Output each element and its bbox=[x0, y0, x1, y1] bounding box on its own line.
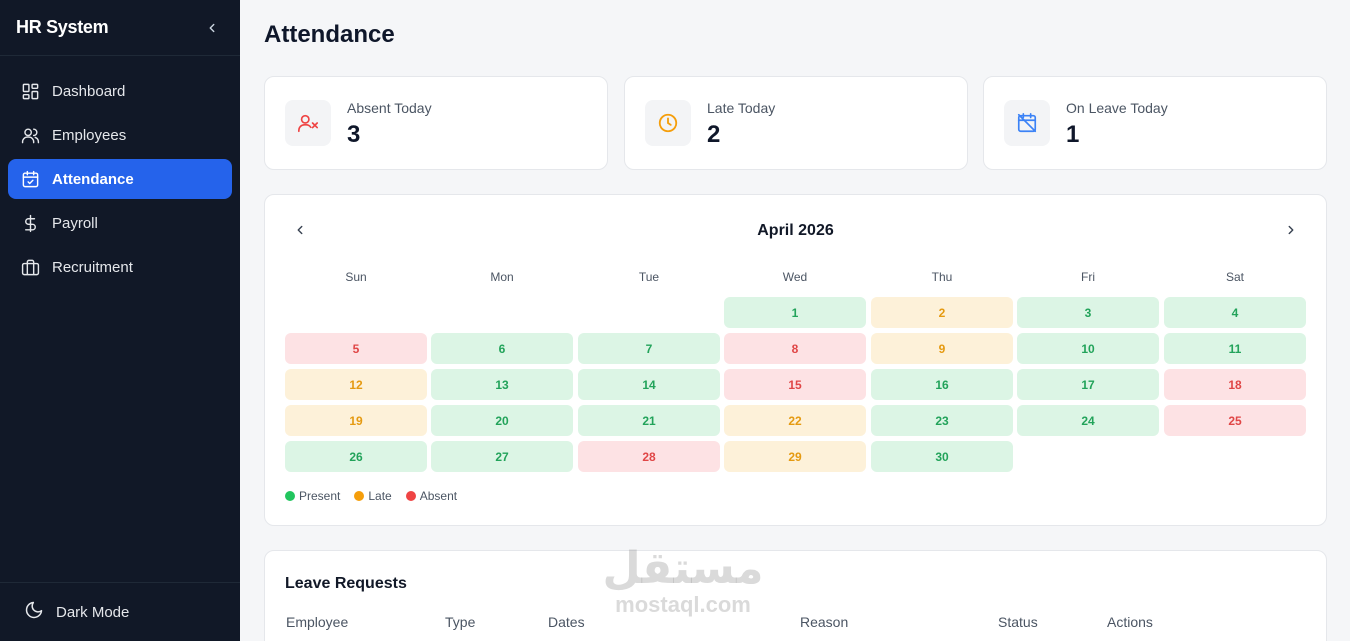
leave-requests-title: Leave Requests bbox=[285, 575, 407, 592]
weekday-header: Sun bbox=[345, 270, 367, 284]
dark-mode-label: Dark Mode bbox=[56, 603, 130, 621]
calendar-off-icon bbox=[1004, 100, 1050, 146]
sidebar-item-label: Payroll bbox=[52, 214, 98, 232]
stat-value: 1 bbox=[1066, 121, 1080, 148]
calendar-day-late[interactable]: 29 bbox=[724, 441, 866, 472]
sidebar-nav: Dashboard Employees Attendance Payroll R… bbox=[0, 56, 240, 287]
weekday-header: Tue bbox=[638, 270, 660, 284]
column-header-reason: Reason bbox=[800, 614, 849, 630]
legend-label: Absent bbox=[419, 489, 458, 503]
stat-card-late: Late Today 2 bbox=[624, 76, 968, 170]
calendar-month-title: April 2026 bbox=[757, 222, 834, 239]
calendar-day-absent[interactable]: 15 bbox=[724, 369, 866, 400]
calendar-day-present[interactable]: 3 bbox=[1017, 297, 1159, 328]
calendar-day-late[interactable]: 22 bbox=[724, 405, 866, 436]
legend-label: Present bbox=[299, 489, 341, 503]
legend-dot bbox=[354, 491, 365, 501]
stat-card-absent: Absent Today 3 bbox=[264, 76, 608, 170]
sidebar-item-payroll[interactable]: Payroll bbox=[8, 203, 232, 243]
calendar-day-present[interactable]: 20 bbox=[431, 405, 573, 436]
column-header-employee: Employee bbox=[286, 614, 349, 630]
main-content: Attendance Absent Today 3 Late Today 2 O… bbox=[240, 0, 1350, 641]
calendar-day-late[interactable]: 9 bbox=[871, 333, 1013, 364]
calendar-day-present[interactable]: 10 bbox=[1017, 333, 1159, 364]
calendar-day-present[interactable]: 24 bbox=[1017, 405, 1159, 436]
calendar-day-late[interactable]: 2 bbox=[871, 297, 1013, 328]
calendar-day-present[interactable]: 13 bbox=[431, 369, 573, 400]
collapse-sidebar-button[interactable] bbox=[202, 18, 222, 38]
chevron-right-icon bbox=[1288, 225, 1294, 235]
calendar-check-icon bbox=[20, 169, 40, 189]
calendar-day-present[interactable]: 1 bbox=[724, 297, 866, 328]
sidebar-item-label: Attendance bbox=[52, 170, 134, 188]
legend-label: Late bbox=[368, 489, 392, 503]
sidebar-item-dashboard[interactable]: Dashboard bbox=[8, 71, 232, 111]
calendar-day-absent[interactable]: 18 bbox=[1164, 369, 1306, 400]
legend-dot bbox=[405, 491, 416, 501]
stat-card-on-leave: On Leave Today 1 bbox=[983, 76, 1327, 170]
stat-value: 2 bbox=[707, 121, 721, 148]
next-month-button[interactable] bbox=[1282, 221, 1300, 239]
calendar-legend: Present Late Absent bbox=[285, 489, 457, 503]
calendar-day-present[interactable]: 27 bbox=[431, 441, 573, 472]
calendar-day-present[interactable]: 17 bbox=[1017, 369, 1159, 400]
calendar-day-absent[interactable]: 28 bbox=[578, 441, 720, 472]
leave-requests-card: Leave Requests Employee Type Dates Reaso… bbox=[264, 550, 1327, 641]
calendar-day-present[interactable]: 23 bbox=[871, 405, 1013, 436]
calendar-day-present[interactable]: 11 bbox=[1164, 333, 1306, 364]
calendar-day-late[interactable]: 12 bbox=[285, 369, 427, 400]
chevron-left-icon bbox=[297, 225, 303, 235]
calendar-day-late[interactable]: 19 bbox=[285, 405, 427, 436]
app-title: HR System bbox=[16, 17, 109, 37]
calendar-day-absent[interactable]: 5 bbox=[285, 333, 427, 364]
chevron-left-icon bbox=[209, 23, 215, 32]
stat-label: Late Today bbox=[707, 100, 776, 116]
sidebar-item-employees[interactable]: Employees bbox=[8, 115, 232, 155]
previous-month-button[interactable] bbox=[291, 221, 309, 239]
sidebar-item-label: Recruitment bbox=[52, 258, 133, 276]
calendar-day-present[interactable]: 7 bbox=[578, 333, 720, 364]
dashboard-icon bbox=[20, 81, 40, 101]
calendar-day-absent[interactable]: 8 bbox=[724, 333, 866, 364]
page-title: Attendance bbox=[264, 21, 395, 48]
legend-item-present: Present bbox=[285, 489, 340, 503]
stat-label: On Leave Today bbox=[1066, 100, 1168, 116]
calendar-day-present[interactable]: 14 bbox=[578, 369, 720, 400]
legend-item-absent: Absent bbox=[405, 489, 458, 503]
attendance-calendar: April 2026 Sun Mon Tue Wed Thu Fri Sat 1 2 3 4 5 6 7 8… bbox=[264, 194, 1327, 526]
legend-dot bbox=[285, 491, 295, 501]
calendar-day-present[interactable]: 16 bbox=[871, 369, 1013, 400]
moon-icon bbox=[24, 600, 44, 624]
column-header-actions: Actions bbox=[1107, 614, 1153, 630]
dark-mode-toggle[interactable]: Dark Mode bbox=[0, 582, 240, 641]
stat-label: Absent Today bbox=[347, 100, 432, 116]
dollar-icon bbox=[20, 213, 40, 233]
briefcase-icon bbox=[20, 257, 40, 277]
sidebar-item-label: Dashboard bbox=[52, 82, 126, 100]
weekday-header: Sat bbox=[1225, 270, 1244, 284]
calendar-day-present[interactable]: 21 bbox=[578, 405, 720, 436]
sidebar-header: HR System bbox=[0, 0, 240, 56]
weekday-header: Mon bbox=[490, 270, 514, 284]
sidebar-item-recruitment[interactable]: Recruitment bbox=[8, 247, 232, 287]
calendar-day-absent[interactable]: 25 bbox=[1164, 405, 1306, 436]
calendar-day-present[interactable]: 26 bbox=[285, 441, 427, 472]
sidebar: HR System Dashboard Employees Attendance bbox=[0, 0, 240, 641]
column-header-type: Type bbox=[445, 614, 476, 630]
calendar-day-present[interactable]: 30 bbox=[871, 441, 1013, 472]
weekday-header: Wed bbox=[782, 270, 808, 284]
weekday-header: Thu bbox=[931, 270, 953, 284]
legend-item-late: Late bbox=[354, 489, 392, 503]
users-icon bbox=[20, 125, 40, 145]
sidebar-item-label: Employees bbox=[52, 126, 127, 144]
weekday-header: Fri bbox=[1081, 270, 1095, 284]
sidebar-item-attendance[interactable]: Attendance bbox=[8, 159, 232, 199]
calendar-day-present[interactable]: 6 bbox=[431, 333, 573, 364]
stat-value: 3 bbox=[347, 121, 361, 148]
user-x-icon bbox=[285, 100, 331, 146]
column-header-status: Status bbox=[998, 614, 1038, 630]
clock-icon bbox=[645, 100, 691, 146]
calendar-day-present[interactable]: 4 bbox=[1164, 297, 1306, 328]
column-header-dates: Dates bbox=[548, 614, 585, 630]
